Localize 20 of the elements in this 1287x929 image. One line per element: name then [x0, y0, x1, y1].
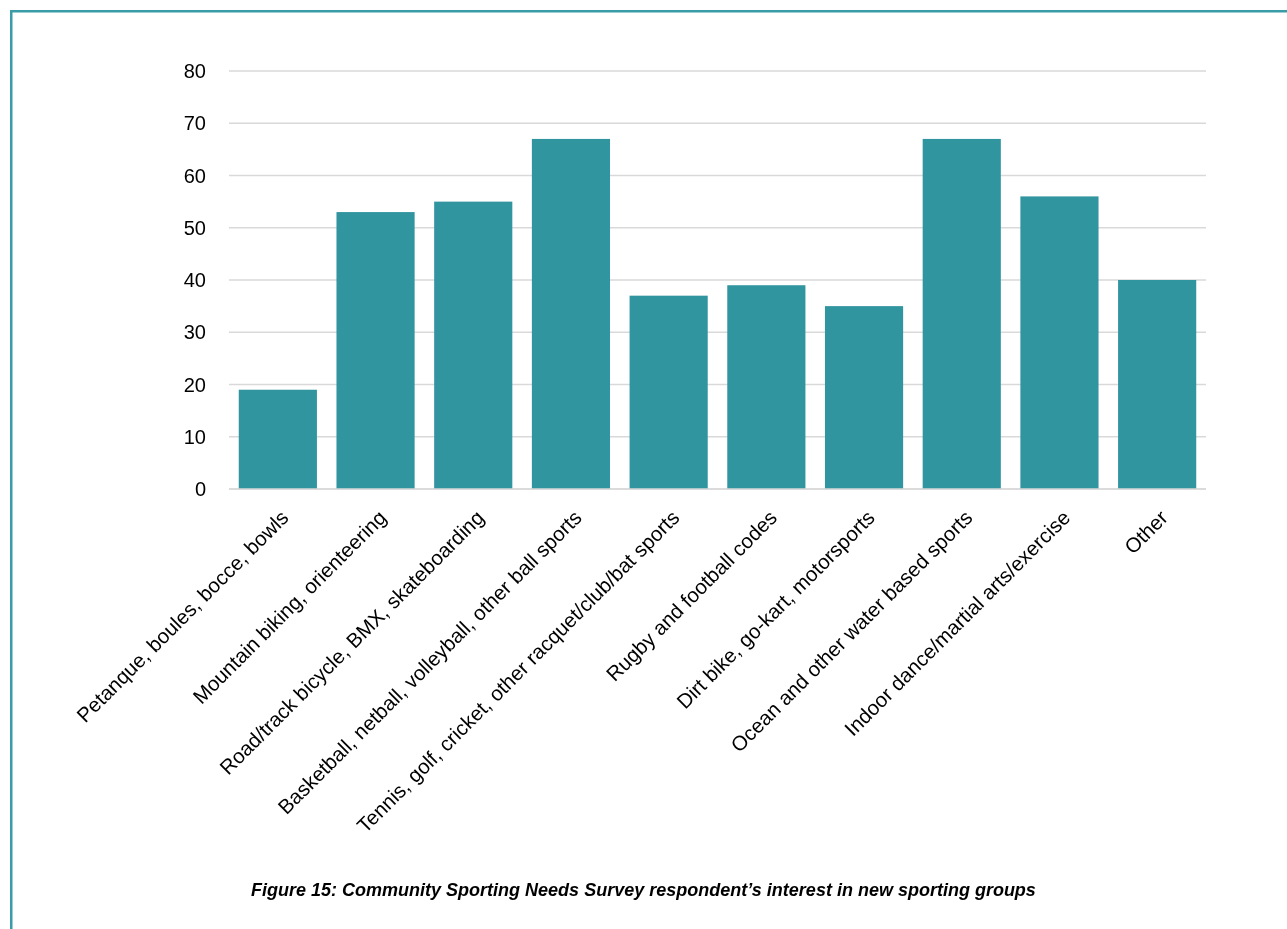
bar: [238, 389, 317, 489]
y-tick-label: 0: [194, 478, 206, 500]
y-tick-label: 80: [183, 60, 206, 82]
bar: [336, 212, 415, 489]
y-tick-label: 50: [183, 216, 206, 239]
bar: [1020, 196, 1099, 489]
bar: [1118, 280, 1197, 489]
y-tick-label: 20: [183, 373, 206, 396]
bar: [922, 138, 1001, 489]
y-tick-label: 70: [183, 112, 206, 135]
y-tick-label: 40: [183, 269, 206, 291]
y-tick-label: 10: [183, 425, 206, 448]
bar: [434, 201, 513, 489]
bar: [824, 306, 904, 489]
y-tick-label: 60: [183, 164, 206, 187]
bar: [727, 285, 806, 489]
bar: [531, 138, 611, 489]
bar: [629, 295, 708, 489]
y-tick-label: 30: [183, 321, 206, 344]
caption: Figure 15: Community Sporting Needs Survey respondent’s interest in new sporting groups: [251, 880, 1036, 900]
